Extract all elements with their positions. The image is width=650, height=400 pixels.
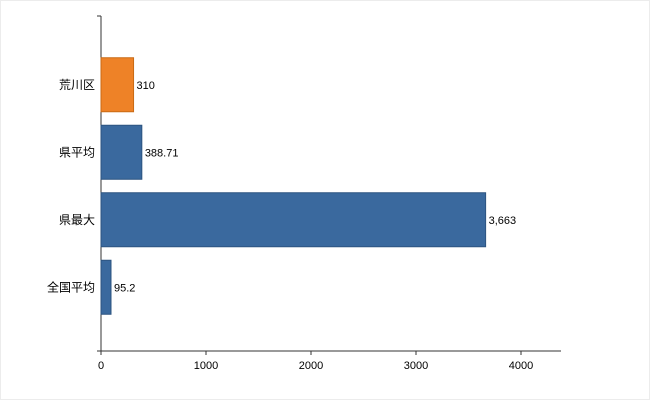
- x-tick-label-3: 3000: [404, 360, 428, 372]
- category-label-3: 全国平均: [47, 279, 95, 294]
- x-tick-label-4: 4000: [509, 360, 533, 372]
- bar-1: [100, 124, 143, 180]
- x-tick-label-2: 2000: [299, 360, 323, 372]
- category-label-0: 荒川区: [59, 78, 95, 92]
- bar-2: [100, 192, 487, 248]
- bar-0: [100, 57, 135, 113]
- x-tick-label-1: 1000: [194, 360, 218, 372]
- bar-3: [100, 259, 112, 315]
- x-tick-label-0: 0: [98, 360, 104, 372]
- value-label-0: 310: [137, 80, 155, 92]
- value-label-3: 95.2: [114, 282, 135, 294]
- category-label-1: 県平均: [59, 145, 95, 159]
- value-label-2: 3,663: [489, 215, 517, 227]
- value-label-1: 388.71: [145, 147, 179, 159]
- category-label-2: 県最大: [59, 213, 95, 227]
